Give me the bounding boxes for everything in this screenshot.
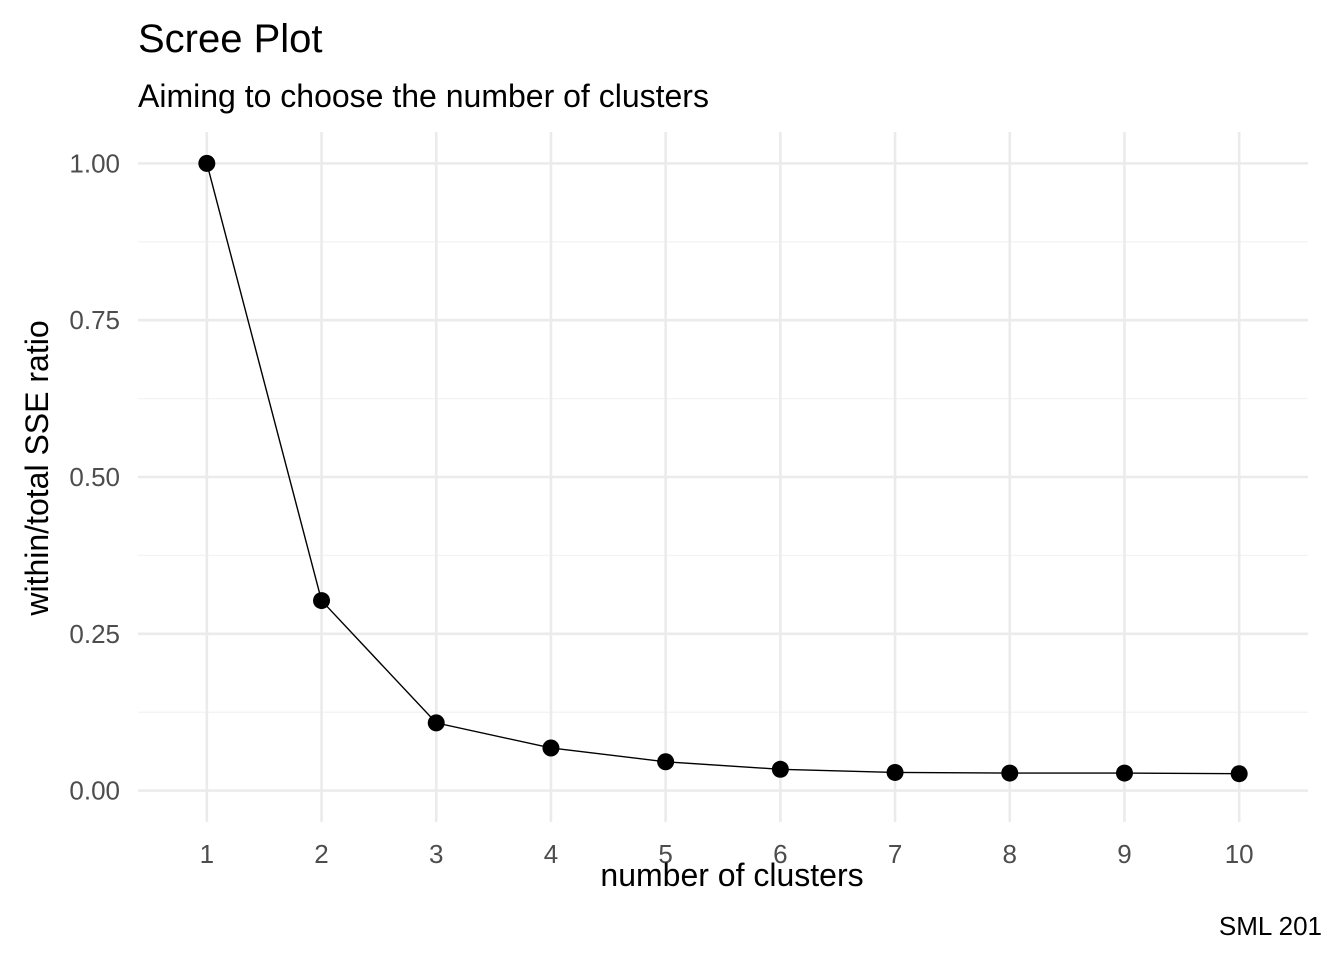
y-tick-label: 0.25 bbox=[69, 619, 120, 649]
x-tick-label: 5 bbox=[658, 839, 672, 869]
x-tick-label: 7 bbox=[888, 839, 902, 869]
y-axis-title: within/total SSE ratio bbox=[19, 320, 55, 616]
data-point bbox=[1115, 764, 1133, 782]
chart-title: Scree Plot bbox=[138, 17, 323, 61]
y-tick-label: 0.75 bbox=[69, 305, 120, 335]
x-tick-label: 9 bbox=[1117, 839, 1131, 869]
y-axis: 0.00 0.25 0.50 0.75 1.00 bbox=[69, 148, 120, 805]
x-tick-label: 4 bbox=[544, 839, 558, 869]
y-tick-label: 0.50 bbox=[69, 462, 120, 492]
y-tick-label: 0.00 bbox=[69, 776, 120, 806]
plot-panel bbox=[138, 132, 1308, 822]
data-point bbox=[886, 763, 904, 781]
data-point bbox=[1001, 764, 1019, 782]
x-tick-label: 6 bbox=[773, 839, 787, 869]
data-point bbox=[657, 753, 675, 771]
x-tick-label: 10 bbox=[1225, 839, 1254, 869]
x-tick-label: 3 bbox=[429, 839, 443, 869]
series-line bbox=[206, 163, 1240, 775]
y-tick-label: 1.00 bbox=[69, 148, 120, 178]
x-tick-label: 8 bbox=[1003, 839, 1017, 869]
data-point bbox=[542, 739, 560, 757]
chart-caption: SML 201 bbox=[1219, 911, 1322, 941]
series-layer bbox=[198, 154, 1248, 783]
data-point bbox=[313, 592, 331, 610]
data-point bbox=[1230, 765, 1248, 783]
chart-subtitle: Aiming to choose the number of clusters bbox=[138, 78, 709, 114]
data-point bbox=[198, 154, 216, 172]
data-point bbox=[427, 714, 445, 732]
minor-gridlines bbox=[138, 241, 1308, 713]
data-point bbox=[771, 760, 789, 778]
x-axis-title: number of clusters bbox=[600, 857, 863, 893]
major-gridlines bbox=[138, 132, 1308, 822]
x-axis: 1 2 3 4 5 6 7 8 9 10 bbox=[200, 839, 1254, 869]
x-tick-label: 2 bbox=[314, 839, 328, 869]
x-tick-label: 1 bbox=[200, 839, 214, 869]
